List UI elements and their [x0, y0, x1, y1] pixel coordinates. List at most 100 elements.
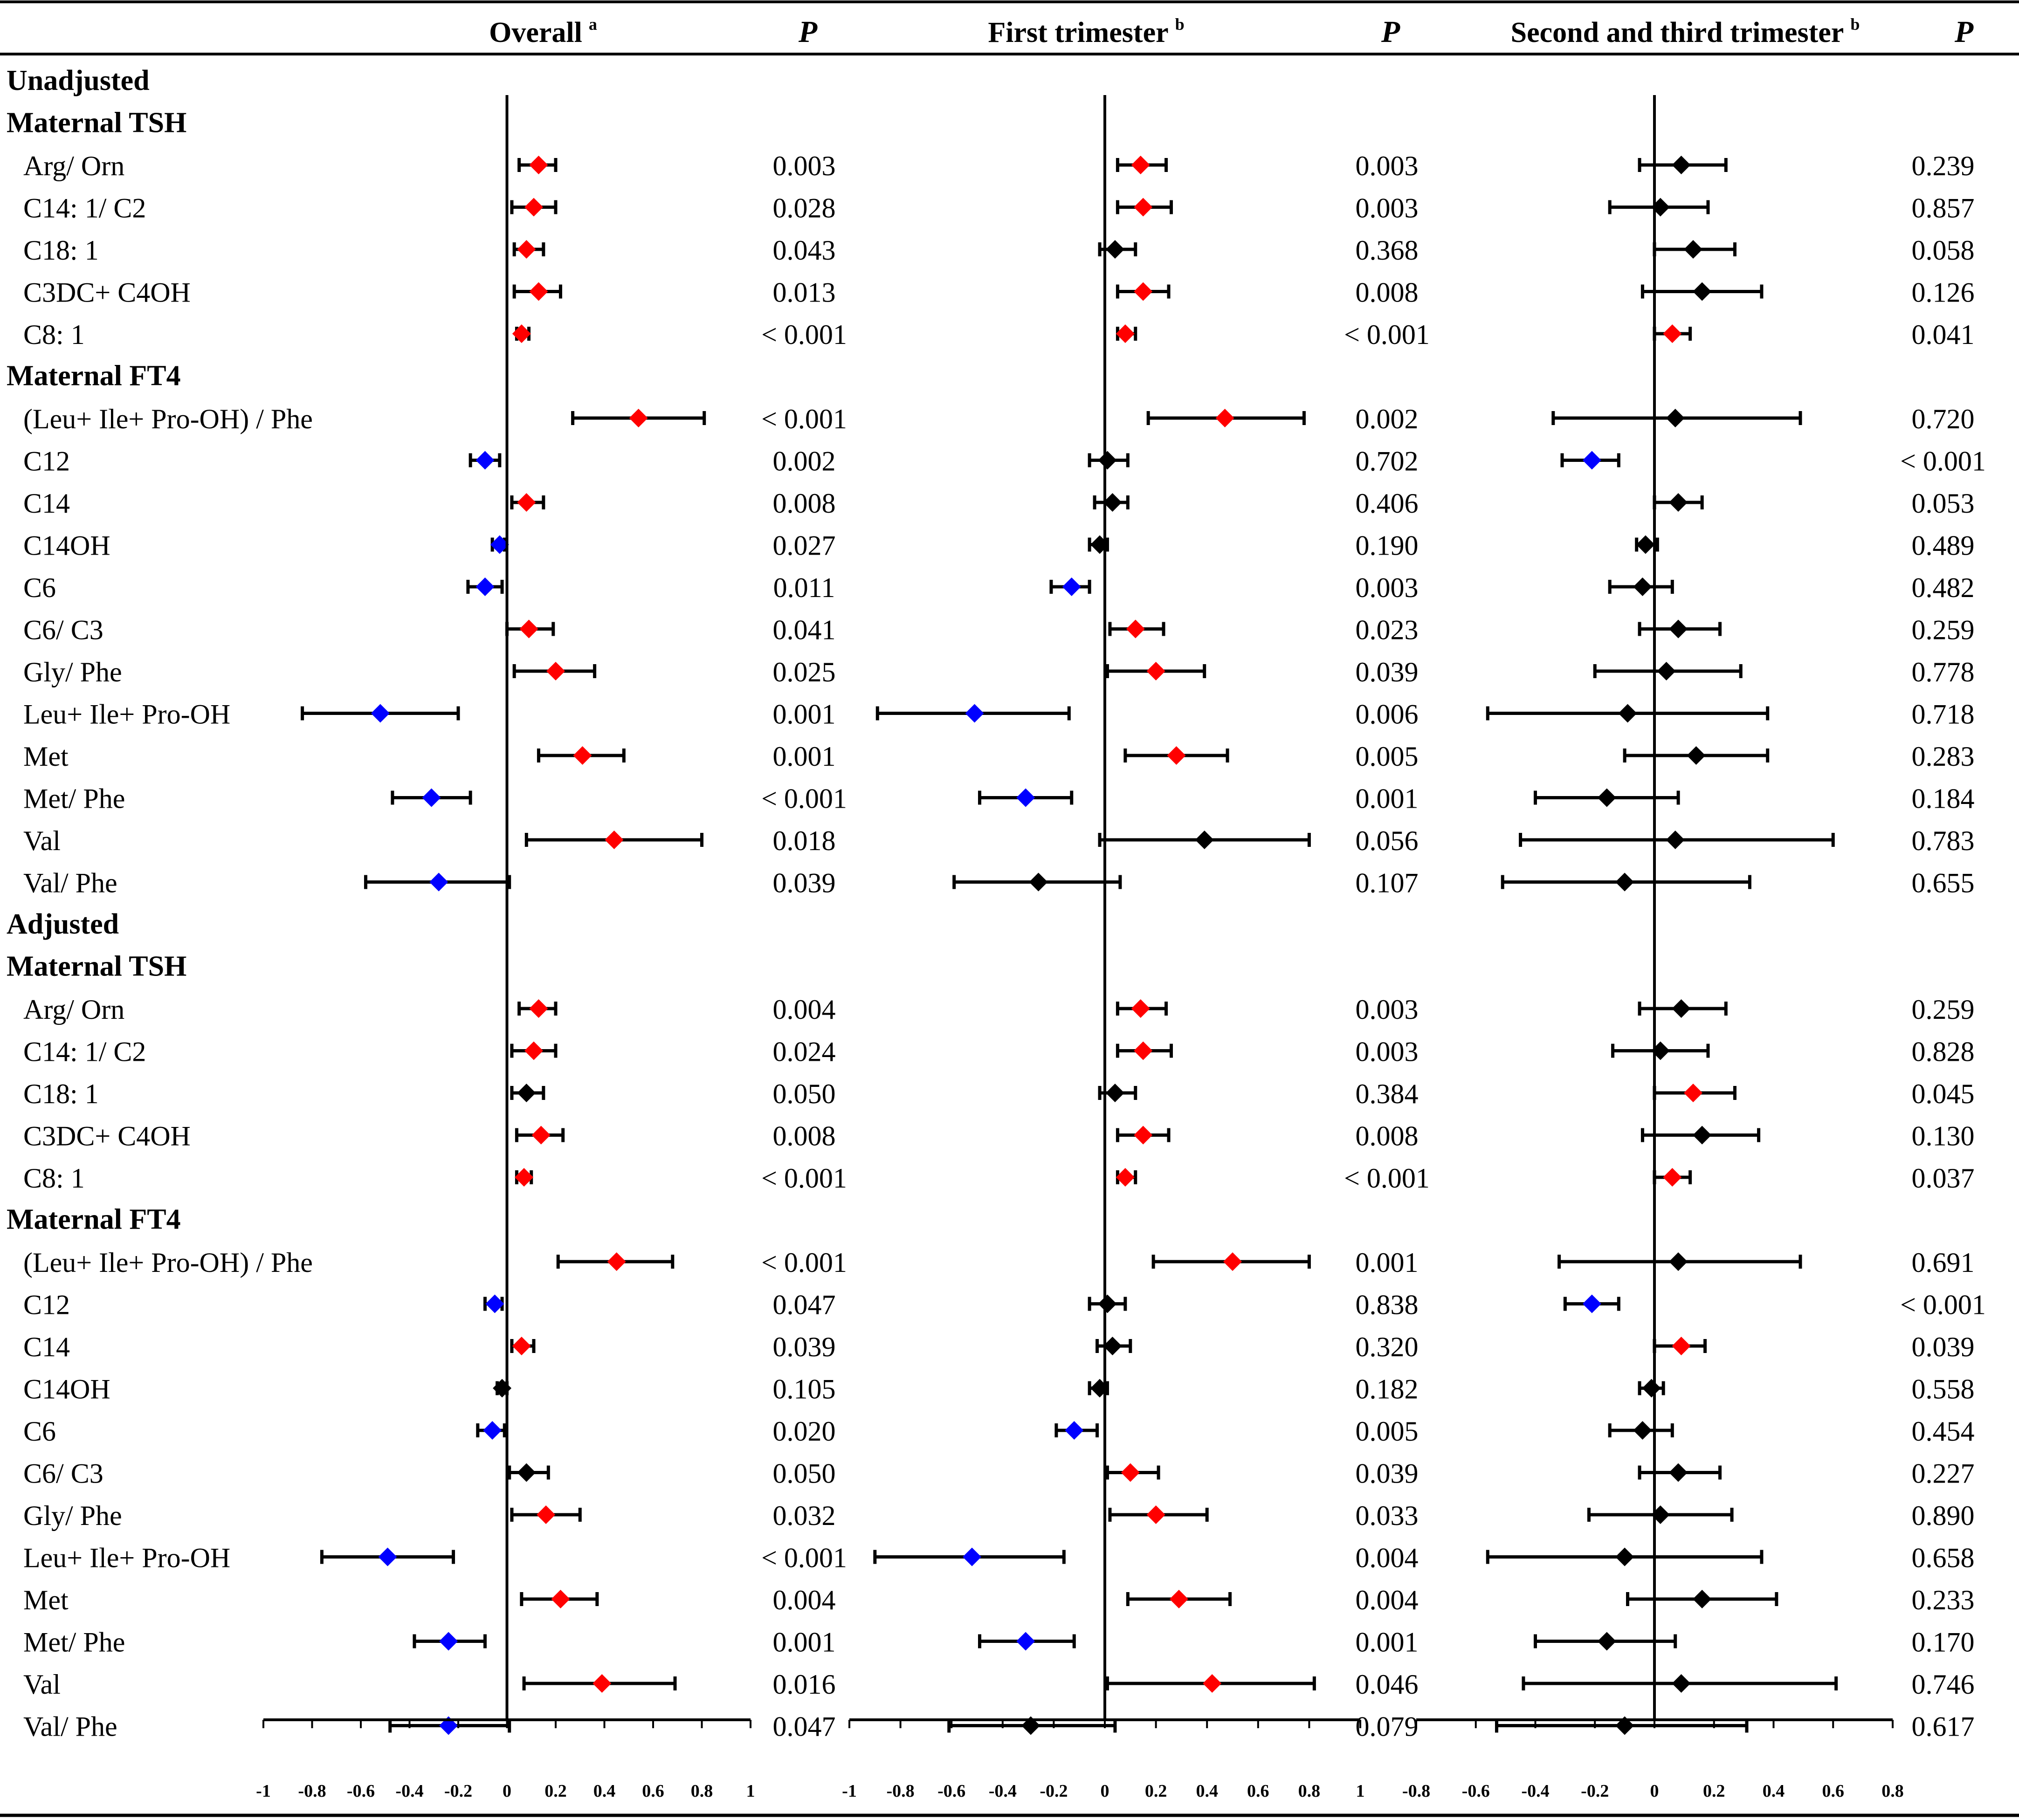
p-value: 0.004 — [773, 994, 836, 1025]
x-tick-label: -0.6 — [937, 1781, 965, 1801]
p-value: < 0.001 — [761, 1247, 847, 1278]
p-value: 0.838 — [1356, 1290, 1419, 1320]
row-label: (Leu+ Ile+ Pro-OH) / Phe — [23, 404, 313, 434]
row-label: Met — [23, 1585, 69, 1615]
estimate-diamond — [524, 198, 543, 217]
x-tick-label: 0 — [1650, 1781, 1659, 1801]
p-value: 0.041 — [773, 615, 836, 646]
p-value: 0.047 — [773, 1711, 836, 1742]
panel-title-superscript: b — [1175, 15, 1185, 34]
p-value: 0.004 — [773, 1585, 836, 1615]
x-tick-label: 0.6 — [1247, 1781, 1269, 1801]
estimate-diamond — [1195, 831, 1214, 849]
p-value: 0.454 — [1912, 1416, 1975, 1447]
p-value: 0.043 — [773, 235, 836, 266]
p-header-overall: P — [798, 15, 818, 49]
p-value: 0.056 — [1356, 825, 1419, 856]
estimate-diamond — [607, 1252, 626, 1271]
forest-marks — [301, 156, 1838, 1735]
p-value: 0.746 — [1912, 1669, 1975, 1700]
p-value: 0.259 — [1912, 615, 1975, 646]
p-value: 0.001 — [1356, 1247, 1419, 1278]
p-value: < 0.001 — [761, 319, 847, 350]
panel-title-overall: Overall a — [489, 15, 597, 48]
p-value: 0.482 — [1912, 572, 1975, 603]
x-tick-label: -1 — [842, 1781, 857, 1801]
row-label: C14: 1/ C2 — [23, 1037, 146, 1067]
estimate-diamond — [519, 619, 538, 639]
x-tick-label: 1 — [1356, 1781, 1365, 1801]
p-header-second_third: P — [1954, 15, 1974, 49]
p-value: 0.046 — [1356, 1669, 1419, 1700]
x-tick-label: -0.2 — [1040, 1781, 1068, 1801]
x-tick-label: 0.2 — [1703, 1781, 1725, 1801]
estimate-diamond — [1684, 240, 1703, 259]
p-value: 0.001 — [1356, 1627, 1419, 1658]
p-value: 0.239 — [1912, 151, 1975, 181]
row-label: Val — [23, 825, 61, 856]
estimate-diamond — [1657, 662, 1676, 680]
x-tick-label: -1 — [256, 1781, 271, 1801]
estimate-diamond — [1669, 493, 1688, 512]
x-tick-label: -0.4 — [395, 1781, 423, 1801]
estimate-diamond — [1131, 156, 1150, 174]
p-value: 0.105 — [773, 1374, 836, 1405]
estimate-diamond — [517, 493, 536, 512]
p-value: 0.003 — [1356, 151, 1419, 181]
p-value: 0.004 — [1356, 1543, 1419, 1573]
p-value: < 0.001 — [1900, 1290, 1986, 1320]
estimate-diamond — [1669, 1252, 1688, 1271]
panel-title-superscript: a — [589, 15, 597, 34]
row-label: Arg/ Orn — [23, 994, 124, 1025]
estimate-diamond — [1672, 1337, 1691, 1355]
p-value: 0.227 — [1912, 1458, 1975, 1489]
estimate-diamond — [1116, 1168, 1135, 1187]
subsection-label: Maternal TSH — [7, 107, 186, 139]
subsection-label: Maternal TSH — [7, 951, 186, 982]
p-value: 0.039 — [1356, 1458, 1419, 1489]
x-tick-label: -0.4 — [1521, 1781, 1549, 1801]
estimate-diamond — [605, 831, 624, 849]
estimate-diamond — [529, 282, 548, 301]
column-headers: Overall a P First trimester b P Second and thi… — [489, 15, 1974, 49]
estimate-diamond — [1684, 1084, 1703, 1102]
p-value: 0.368 — [1356, 235, 1419, 266]
row-labels: Unadjusted Maternal TSH Arg/ Orn C14: 1/ C2… — [7, 65, 313, 1742]
x-tick-label: -0.8 — [1402, 1781, 1430, 1801]
panel-title-second_third: Second and third trimester b — [1511, 15, 1860, 48]
estimate-diamond — [573, 746, 592, 765]
p-value: < 0.001 — [761, 1543, 847, 1573]
estimate-diamond — [1615, 1547, 1634, 1566]
row-label: C12 — [23, 1290, 70, 1320]
p-value: 0.006 — [1356, 699, 1419, 730]
estimate-diamond — [512, 1337, 531, 1355]
estimate-diamond — [1016, 1632, 1035, 1651]
p-value: 0.190 — [1356, 530, 1419, 561]
x-tick-label: -0.8 — [887, 1781, 915, 1801]
estimate-diamond — [537, 1505, 556, 1524]
estimate-diamond — [1126, 619, 1145, 639]
estimate-diamond — [1687, 746, 1706, 765]
estimate-diamond — [1131, 999, 1150, 1018]
p-value: 0.039 — [1912, 1332, 1975, 1362]
p-value: 0.018 — [773, 825, 836, 856]
p-value: 0.170 — [1912, 1627, 1975, 1658]
p-value: 0.259 — [1912, 994, 1975, 1025]
section-label: Adjusted — [7, 908, 119, 940]
row-label: C3DC+ C4OH — [23, 1121, 191, 1152]
p-value: 0.050 — [773, 1078, 836, 1109]
p-value: 0.702 — [1356, 446, 1419, 477]
p-value: 0.005 — [1356, 741, 1419, 772]
x-tick-label: 0.6 — [1822, 1781, 1845, 1801]
row-label: C14 — [23, 1332, 70, 1362]
p-value: < 0.001 — [1900, 446, 1986, 477]
estimate-diamond — [1615, 872, 1634, 892]
p-value: 0.008 — [1356, 1121, 1419, 1152]
p-value: 0.320 — [1356, 1332, 1419, 1362]
estimate-diamond — [1169, 1590, 1188, 1608]
estimate-diamond — [1693, 282, 1712, 301]
p-value: 0.020 — [773, 1416, 836, 1447]
p-value: 0.558 — [1912, 1374, 1975, 1405]
estimate-diamond — [1633, 1421, 1652, 1440]
